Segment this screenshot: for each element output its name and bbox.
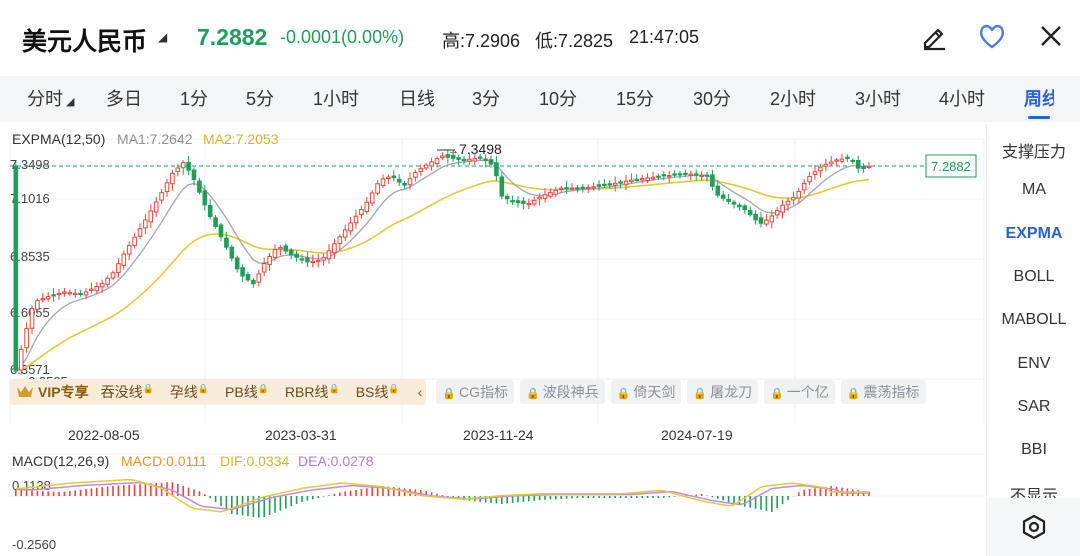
tab-5min[interactable]: 5分 bbox=[246, 89, 275, 109]
tab-4hour[interactable]: 4小时 bbox=[939, 89, 986, 109]
dif-line bbox=[15, 478, 869, 513]
tab-15min[interactable]: 15分 bbox=[616, 89, 655, 109]
lock-icon: 🔒 bbox=[770, 388, 784, 400]
vip-item-rbr[interactable]: RBR线🔒 bbox=[284, 383, 340, 400]
y-axis-label-3: 6.8535 bbox=[10, 249, 50, 264]
y-axis-label-2: 7.1016 bbox=[10, 191, 50, 206]
instrument-name[interactable]: 美元人民币 bbox=[22, 28, 148, 56]
expma-ma2-value: MA2:7.2053 bbox=[203, 131, 279, 147]
x-axis-label-3: 2023-11-24 bbox=[463, 427, 534, 443]
tab-1hour[interactable]: 1小时 bbox=[313, 89, 360, 109]
expma-ma2-line bbox=[15, 178, 870, 372]
lock-icon: 🔒 bbox=[442, 388, 456, 400]
locked-item-zhendang[interactable]: 🔒 震荡指标 bbox=[840, 380, 926, 404]
sidebar-item-sar[interactable]: SAR bbox=[1017, 398, 1051, 415]
lock-icon: 🔒 bbox=[616, 388, 631, 400]
macd-legend-name: MACD(12,26,9) bbox=[12, 453, 109, 469]
lock-icon: 🔒 bbox=[693, 388, 708, 400]
locked-item-tulong[interactable]: 🔒 屠龙刀 bbox=[687, 380, 759, 404]
tab-daily[interactable]: 日线 bbox=[399, 89, 435, 109]
sidebar-item-maboll[interactable]: MABOLL bbox=[1001, 311, 1067, 328]
tab-fenshi[interactable]: 分时 ◢ bbox=[27, 89, 75, 109]
current-price-tag: 7.2882 bbox=[931, 159, 971, 174]
low-price: 低:7.2825 bbox=[535, 31, 614, 51]
vip-item-tunmo[interactable]: 吞没线🔒 bbox=[100, 383, 154, 400]
kline-chart[interactable]: EXPMA(12,50) MA1:7.2642 MA2:7.2053 7.349… bbox=[0, 124, 986, 556]
tab-duori[interactable]: 多日 bbox=[106, 89, 142, 109]
indicator-shortcut-bar: VIP专享 吞没线🔒 孕线🔒 PB线🔒 RBR线🔒 BS线🔒 ‹ 🔒 CG指标 🔒… bbox=[10, 379, 932, 405]
main-grid bbox=[9, 138, 985, 424]
settings-button[interactable] bbox=[987, 498, 1080, 556]
quote-time: 21:47:05 bbox=[629, 27, 700, 47]
lock-icon: 🔒 bbox=[525, 388, 540, 400]
macd-value: MACD:0.0111 bbox=[121, 453, 207, 469]
vip-item-yun[interactable]: 孕线🔒 bbox=[169, 383, 210, 400]
sidebar-item-ma[interactable]: MA bbox=[1022, 181, 1046, 198]
settings-hexagon-icon bbox=[1022, 514, 1046, 540]
quote-header: 美元人民币 ◢ 7.2882 -0.0001(0.00%) 高:7.2906 低… bbox=[0, 0, 1080, 74]
x-axis-label-1: 2022-08-05 bbox=[68, 427, 140, 443]
vip-badge[interactable]: VIP专享 bbox=[16, 382, 89, 402]
x-axis-label-4: 2024-07-19 bbox=[661, 427, 733, 443]
current-price-tag-box bbox=[925, 154, 977, 178]
expma-ma1-value: MA1:7.2642 bbox=[117, 131, 193, 147]
locked-item-cg[interactable]: 🔒 CG指标 bbox=[436, 380, 514, 404]
active-tab-indicator bbox=[1028, 116, 1050, 119]
locked-item-yigeyi[interactable]: 🔒 一个亿 bbox=[764, 380, 835, 404]
locked-item-yitian[interactable]: 🔒 倚天剑 bbox=[610, 380, 682, 404]
candlesticks bbox=[13, 148, 872, 375]
locked-item-boduan[interactable]: 🔒 波段神兵 bbox=[519, 380, 605, 404]
sidebar-item-boll[interactable]: BOLL bbox=[1013, 268, 1055, 285]
overlay-indicator-sidebar: 支撑压力 MA EXPMA BOLL MABOLL ENV SAR BBI 不显… bbox=[986, 124, 1080, 556]
tab-10min[interactable]: 10分 bbox=[539, 89, 578, 109]
tab-2hour[interactable]: 2小时 bbox=[770, 89, 817, 109]
tab-30min[interactable]: 30分 bbox=[693, 89, 732, 109]
crown-icon bbox=[17, 386, 33, 397]
collapse-arrow-icon[interactable]: ‹ bbox=[417, 384, 423, 400]
tab-3hour[interactable]: 3小时 bbox=[855, 89, 902, 109]
price-change: -0.0001(0.00%) bbox=[280, 27, 405, 47]
dif-value: DIF:0.0334 bbox=[220, 453, 289, 469]
vip-item-pb[interactable]: PB线🔒 bbox=[225, 383, 269, 400]
dea-value: DEA:0.0278 bbox=[298, 453, 374, 469]
expma-legend-name: EXPMA(12,50) bbox=[12, 131, 105, 147]
macd-histogram bbox=[15, 482, 870, 518]
sidebar-item-bbi[interactable]: BBI bbox=[1021, 441, 1047, 458]
sidebar-item-zhicheng[interactable]: 支撑压力 bbox=[1001, 144, 1066, 161]
x-axis-label-2: 2023-03-31 bbox=[265, 427, 337, 443]
instrument-dropdown-icon[interactable]: ◢ bbox=[158, 30, 168, 44]
tab-weekly[interactable]: 周线 bbox=[1024, 89, 1054, 109]
y-axis-label-1: 7.3498 bbox=[10, 157, 50, 172]
close-icon[interactable] bbox=[1033, 18, 1069, 54]
sidebar-item-expma[interactable]: EXPMA bbox=[1005, 225, 1063, 242]
vip-indicator-group: VIP专享 吞没线🔒 孕线🔒 PB线🔒 RBR线🔒 BS线🔒 ‹ bbox=[10, 379, 427, 405]
heart-icon[interactable] bbox=[974, 18, 1010, 54]
edit-icon[interactable] bbox=[916, 18, 952, 54]
sidebar-item-hide[interactable]: 不显示 bbox=[1009, 488, 1058, 498]
expma-ma1-line bbox=[15, 159, 870, 372]
vip-item-bs[interactable]: BS线🔒 bbox=[355, 383, 400, 400]
tab-1min[interactable]: 1分 bbox=[180, 89, 209, 109]
last-price: 7.2882 bbox=[197, 24, 268, 50]
lock-icon: 🔒 bbox=[846, 388, 861, 400]
tab-3min[interactable]: 3分 bbox=[472, 89, 501, 109]
high-price: 高:7.2906 bbox=[442, 31, 521, 51]
locked-indicator-group: 🔒 CG指标 🔒 波段神兵 🔒 倚天剑 🔒 屠龙刀 🔒 一个亿 🔒 震荡指标 bbox=[436, 380, 931, 404]
sidebar-item-env[interactable]: ENV bbox=[1017, 355, 1051, 372]
macd-bottom-label: -0.2560 bbox=[12, 537, 56, 552]
period-tabs: 分时 ◢ 多日 1分 5分 1小时 日线 3分 10分 15分 30分 2小时 … bbox=[0, 76, 1080, 122]
